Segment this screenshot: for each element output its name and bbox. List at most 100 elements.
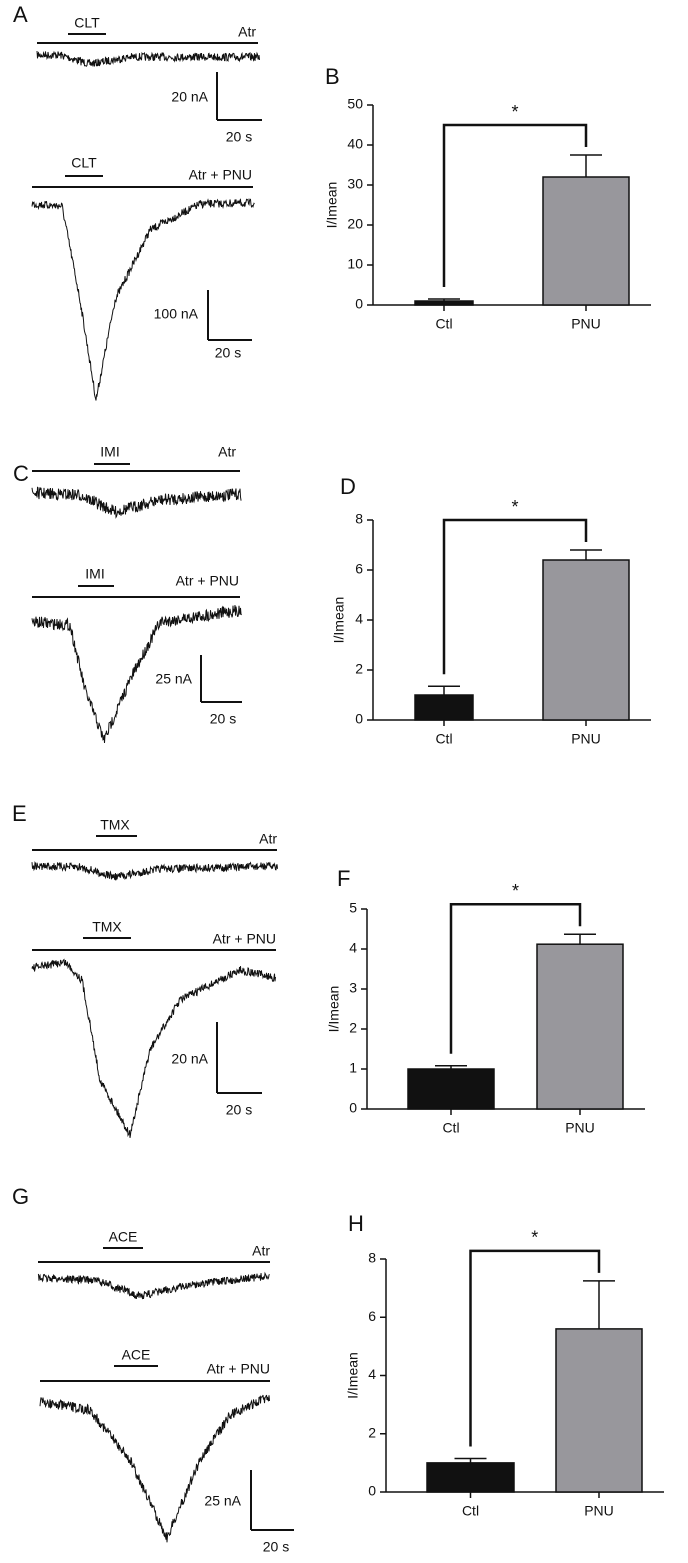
y-axis-label: I/Imean [345, 1352, 361, 1399]
y-tick-label: 0 [349, 1100, 357, 1116]
x-tick-label: Ctl [435, 316, 452, 332]
x-tick-label: Ctl [442, 1120, 459, 1136]
error-bar [454, 1457, 487, 1463]
scale-current: 100 nA [154, 306, 199, 322]
current-trace [31, 605, 242, 744]
drug-label: IMI [100, 444, 119, 460]
panel-letter: B [325, 64, 340, 89]
drug-label: IMI [85, 566, 104, 582]
condition-label: Atr [252, 1243, 270, 1259]
significance-label: * [511, 102, 518, 122]
current-trace [39, 1394, 270, 1543]
condition-label: Atr [259, 831, 277, 847]
x-tick-label: PNU [565, 1120, 595, 1136]
scale-time: 20 s [226, 1102, 252, 1118]
current-trace [31, 958, 276, 1138]
scale-current: 20 nA [171, 1051, 208, 1067]
x-tick-label: PNU [584, 1503, 614, 1519]
drug-label: TMX [100, 817, 130, 833]
current-trace [31, 861, 278, 881]
x-tick-label: PNU [571, 731, 601, 747]
error-bar [428, 685, 460, 695]
current-trace [31, 486, 242, 519]
error-bar [564, 933, 596, 945]
error-bar [435, 1065, 467, 1069]
bar [536, 943, 624, 1110]
y-tick-label: 4 [368, 1366, 376, 1382]
condition-label: Atr + PNU [213, 931, 276, 947]
y-tick-label: 5 [349, 900, 357, 916]
y-tick-label: 0 [368, 1483, 376, 1499]
condition-label: Atr + PNU [207, 1361, 270, 1377]
y-tick-label: 2 [368, 1424, 376, 1440]
y-tick-label: 4 [349, 940, 357, 956]
y-axis-label: I/Imean [331, 597, 347, 644]
significance-label: * [511, 497, 518, 517]
y-axis-label: I/Imean [324, 182, 340, 229]
y-tick-label: 2 [355, 661, 363, 677]
y-tick-label: 0 [355, 711, 363, 727]
panel-letter: A [13, 2, 28, 27]
scale-time: 20 s [215, 345, 241, 361]
bar [414, 300, 474, 306]
error-bar [428, 298, 460, 301]
y-tick-label: 1 [349, 1060, 357, 1076]
y-tick-label: 50 [347, 96, 363, 112]
x-tick-label: PNU [571, 316, 601, 332]
condition-label: Atr [238, 24, 256, 40]
scale-time: 20 s [226, 129, 252, 145]
y-tick-label: 8 [368, 1250, 376, 1266]
panel-letter: E [12, 801, 27, 826]
y-tick-label: 10 [347, 256, 363, 272]
drug-label: TMX [92, 919, 122, 935]
panel-letter: D [340, 474, 356, 499]
scale-current: 25 nA [204, 1493, 241, 1509]
panel-letter: G [12, 1184, 29, 1209]
y-tick-label: 40 [347, 136, 363, 152]
y-tick-label: 8 [355, 511, 363, 527]
panel-letter: H [348, 1211, 364, 1236]
bar [555, 1328, 643, 1493]
scale-current: 20 nA [171, 89, 208, 105]
y-tick-label: 30 [347, 176, 363, 192]
bar [414, 694, 474, 721]
y-tick-label: 6 [355, 561, 363, 577]
current-trace [36, 50, 260, 67]
x-tick-label: Ctl [435, 731, 452, 747]
significance-bracket [469, 1249, 601, 1447]
scale-current: 25 nA [155, 671, 192, 687]
condition-label: Atr + PNU [189, 167, 252, 183]
error-bar [570, 154, 602, 177]
y-tick-label: 2 [349, 1020, 357, 1036]
error-bar [583, 1280, 615, 1329]
y-axis-label: I/Imean [326, 986, 342, 1033]
drug-label: ACE [122, 1347, 151, 1363]
significance-bracket [442, 123, 588, 287]
drug-label: CLT [71, 155, 97, 171]
drug-label: ACE [109, 1229, 138, 1245]
scale-time: 20 s [263, 1539, 289, 1555]
y-tick-label: 20 [347, 216, 363, 232]
y-tick-label: 0 [355, 296, 363, 312]
condition-label: Atr [218, 444, 236, 460]
panel-letter: C [13, 461, 29, 486]
significance-label: * [512, 881, 519, 901]
bar [542, 559, 630, 721]
bar [542, 176, 630, 306]
scale-time: 20 s [210, 711, 236, 727]
significance-bracket [449, 902, 582, 1054]
drug-label: CLT [74, 15, 100, 31]
significance-bracket [442, 518, 588, 675]
bar [426, 1462, 515, 1493]
bar [407, 1068, 495, 1110]
y-tick-label: 4 [355, 611, 363, 627]
x-tick-label: Ctl [462, 1503, 479, 1519]
y-tick-label: 3 [349, 980, 357, 996]
condition-label: Atr + PNU [176, 573, 239, 589]
current-trace [37, 1271, 270, 1300]
significance-label: * [531, 1228, 538, 1248]
error-bar [570, 549, 602, 560]
current-trace [31, 198, 255, 401]
y-tick-label: 6 [368, 1308, 376, 1324]
